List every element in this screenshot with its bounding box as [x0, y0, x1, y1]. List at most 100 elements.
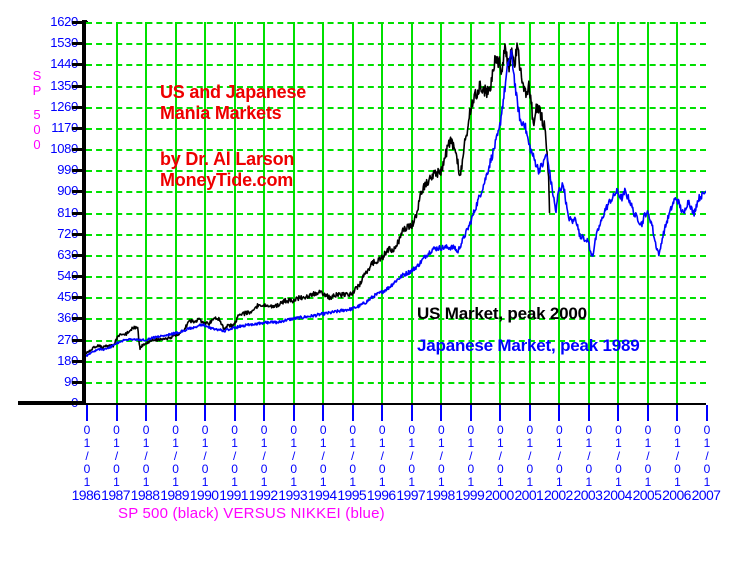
- x-axis-date-label: 0 1/0 1: [80, 424, 94, 489]
- y-axis-tick-label: 1440: [50, 56, 78, 72]
- y-axis-tick-label: 180: [57, 352, 78, 368]
- x-axis-date-char: 0: [644, 462, 652, 476]
- y-axis-tick-mark: [72, 126, 88, 130]
- x-axis-date-char: 0: [437, 423, 445, 437]
- x-axis-date-char: 1: [172, 475, 179, 489]
- y-axis-tick-label: 900: [57, 183, 78, 199]
- x-axis-date-char: 0: [378, 423, 386, 437]
- x-axis-date-char: 0: [674, 423, 681, 437]
- x-axis-year-label: 1999: [455, 487, 485, 503]
- x-axis-date-char: 1: [585, 436, 593, 450]
- x-axis-date-char: 1: [703, 436, 711, 450]
- x-axis-date-char: 1: [319, 475, 327, 489]
- x-axis-date-char: 0: [378, 462, 386, 476]
- x-axis-date-char: 1: [437, 475, 445, 489]
- x-axis-date-char: 1: [231, 436, 238, 450]
- x-axis-date-char: 0: [319, 462, 327, 476]
- x-axis-date-char: 1: [644, 475, 652, 489]
- gridline-horizontal: [86, 85, 706, 88]
- x-axis-date-char: 1: [172, 436, 179, 450]
- x-axis-date-label: 0 1/0 1: [139, 424, 153, 489]
- gridline-vertical: [587, 22, 590, 403]
- x-axis-date-char: 1: [437, 436, 445, 450]
- y-axis-tick-label: 1530: [50, 35, 78, 51]
- gridline-horizontal: [86, 339, 706, 342]
- x-axis-date-char: /: [291, 449, 296, 463]
- x-axis-date-label: 0 1/0 1: [523, 424, 537, 489]
- x-axis-year-label: 2002: [544, 487, 573, 503]
- x-axis-tick-mark: [263, 405, 266, 421]
- x-axis-date-char: 1: [674, 436, 681, 450]
- y-axis-tick-mark: [72, 338, 88, 342]
- chart-byline: by Dr. Al Larson MoneyTide.com: [160, 149, 295, 190]
- x-axis-date-label: 0 1/0 1: [257, 424, 271, 489]
- x-axis-date-char: /: [262, 449, 266, 463]
- x-axis-date-label: 0 1/0 1: [464, 424, 478, 489]
- x-axis-date-char: 0: [467, 462, 475, 476]
- x-axis-year-label: 2003: [573, 487, 603, 503]
- x-axis-date-char: 0: [496, 462, 504, 476]
- y-axis-title-char: 0: [33, 137, 41, 152]
- gridline-horizontal: [86, 360, 706, 363]
- x-axis-date-char: 1: [644, 436, 652, 450]
- y-axis-tick-mark: [72, 148, 88, 151]
- x-axis-date-char: 1: [526, 436, 534, 450]
- x-axis-date-char: 0: [260, 423, 268, 437]
- x-axis-date-char: 0: [172, 423, 179, 437]
- x-axis-year-label: 2001: [514, 487, 544, 503]
- x-axis-date-char: 0: [408, 462, 416, 476]
- x-axis-date-char: 1: [496, 436, 504, 450]
- x-axis-date-char: 0: [201, 423, 209, 437]
- gridline-vertical: [322, 22, 325, 403]
- x-axis-tick-mark: [499, 405, 502, 421]
- x-axis-tick-mark: [381, 405, 384, 421]
- y-axis-tick-label: 90: [64, 375, 78, 388]
- x-axis-tick-mark: [528, 405, 531, 421]
- x-axis-date-label: 0 1/0 1: [110, 424, 124, 489]
- x-axis-date-char: 1: [496, 475, 504, 489]
- x-axis-tick-mark: [145, 405, 148, 421]
- x-axis-date-char: /: [439, 449, 443, 463]
- x-axis-date-char: 1: [556, 436, 563, 450]
- x-axis-date-char: 0: [260, 462, 268, 476]
- y-axis-tick-mark: [72, 211, 88, 215]
- x-axis-year-label: 1989: [160, 487, 189, 503]
- gridline-horizontal: [86, 297, 706, 300]
- x-axis-date-char: 0: [231, 423, 238, 437]
- x-axis-tick-mark: [676, 405, 679, 421]
- x-axis-tick-mark: [292, 405, 295, 421]
- x-axis-date-label: 0 1/0 1: [169, 424, 183, 489]
- x-axis-date-char: 1: [349, 436, 357, 450]
- y-axis-tick-mark: [72, 63, 88, 67]
- gridline-vertical: [292, 22, 295, 403]
- x-axis-date-char: 1: [290, 475, 297, 489]
- x-axis-date-char: 0: [349, 423, 357, 437]
- y-axis-title-char: P: [32, 83, 42, 98]
- x-axis-date-char: 0: [113, 423, 120, 437]
- x-axis-date-char: 1: [615, 475, 622, 489]
- gridline-vertical: [233, 22, 236, 403]
- y-axis-tick-label: 360: [57, 310, 78, 326]
- x-axis-date-char: 1: [319, 436, 327, 450]
- y-axis-tick-mark: [72, 317, 88, 321]
- x-axis-date-char: /: [557, 449, 562, 463]
- x-axis-tick-mark: [86, 405, 88, 421]
- y-axis-tick-label: 810: [57, 204, 78, 220]
- gridline-horizontal: [86, 318, 706, 321]
- x-axis-date-label: 0 1/0 1: [493, 424, 507, 489]
- x-axis-date-char: /: [587, 449, 591, 463]
- y-axis-tick-mark: [72, 21, 88, 24]
- gridline-vertical: [263, 22, 266, 403]
- x-axis-date-char: /: [469, 449, 473, 463]
- gridline-horizontal: [86, 381, 706, 384]
- y-axis-title-char: S: [32, 68, 42, 83]
- gridline-horizontal: [86, 149, 706, 151]
- x-axis-date-char: 0: [113, 462, 120, 476]
- x-axis-date-char: 0: [172, 462, 179, 476]
- annotation-us-market: US Market, peak 2000: [417, 304, 587, 323]
- x-axis-date-char: /: [705, 449, 709, 463]
- y-axis-tick-label: 1260: [50, 98, 78, 114]
- y-axis-tick-mark: [72, 42, 88, 46]
